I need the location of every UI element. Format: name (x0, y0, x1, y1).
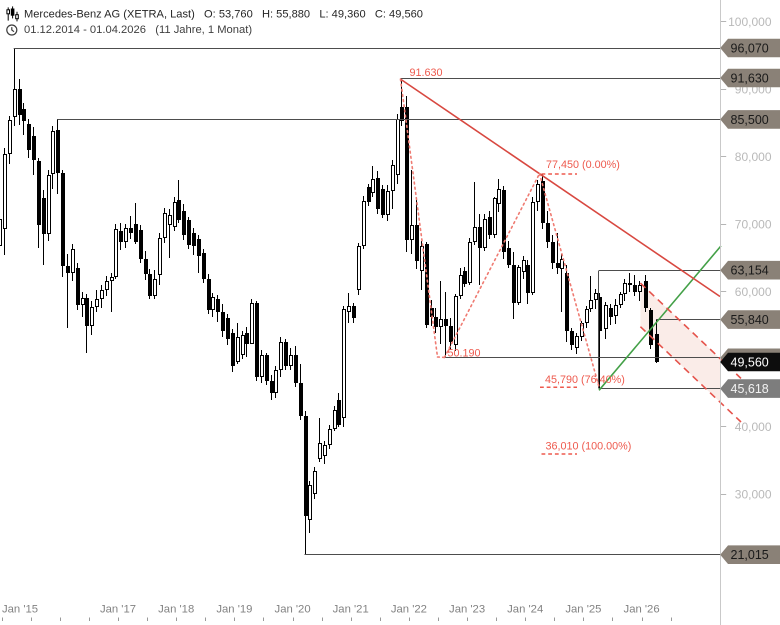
svg-text:Jan '23: Jan '23 (449, 604, 485, 616)
svg-text:45,618: 45,618 (731, 382, 769, 396)
svg-text:50.190: 50.190 (448, 348, 481, 360)
svg-text:91.630: 91.630 (410, 67, 443, 79)
svg-text:Jan '25: Jan '25 (565, 604, 601, 616)
svg-text:91,630: 91,630 (731, 72, 769, 86)
svg-text:77,450 (0.00%): 77,450 (0.00%) (546, 159, 620, 171)
svg-text:Jan '15: Jan '15 (2, 604, 38, 616)
svg-text:49,560: 49,560 (731, 356, 769, 370)
svg-text:40,000: 40,000 (735, 420, 772, 434)
svg-text:85,500: 85,500 (731, 113, 769, 127)
svg-text:Jan '19: Jan '19 (216, 604, 252, 616)
svg-text:Mercedes-Benz AG (XETRA, Last): Mercedes-Benz AG (XETRA, Last) O: 53,760… (24, 8, 423, 20)
svg-text:Jan '24: Jan '24 (507, 604, 543, 616)
svg-text:Jan '22: Jan '22 (391, 604, 427, 616)
svg-text:55,840: 55,840 (731, 313, 769, 327)
svg-text:36,010 (100.00%): 36,010 (100.00%) (546, 440, 632, 452)
svg-text:Jan '17: Jan '17 (100, 604, 136, 616)
svg-text:100,000: 100,000 (728, 15, 772, 29)
svg-text:21,015: 21,015 (731, 548, 769, 562)
svg-text:Jan '26: Jan '26 (624, 604, 660, 616)
svg-text:45,790 (76.40%): 45,790 (76.40%) (545, 374, 625, 386)
svg-text:96,070: 96,070 (731, 42, 769, 56)
svg-text:Jan '18: Jan '18 (158, 604, 194, 616)
svg-text:Jan '20: Jan '20 (275, 604, 311, 616)
svg-text:70,000: 70,000 (735, 217, 772, 231)
svg-text:Jan '21: Jan '21 (333, 604, 369, 616)
svg-text:01.12.2014 - 01.04.2026 (11: 01.12.2014 - 01.04.2026 (11 Jahre, 1 Mon… (24, 24, 252, 36)
svg-text:80,000: 80,000 (735, 150, 772, 164)
svg-text:60,000: 60,000 (735, 285, 772, 299)
svg-text:30,000: 30,000 (735, 488, 772, 502)
svg-text:63,154: 63,154 (731, 264, 769, 278)
